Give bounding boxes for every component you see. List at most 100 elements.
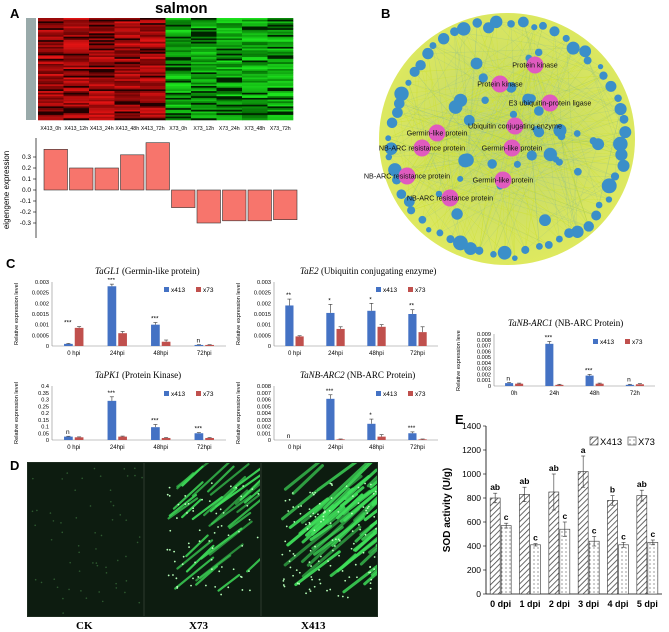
network-node [620,115,629,124]
heatmap-column-label: X413_48h [115,126,139,132]
chart-title-tae2: TaE2 (Ubiquitin conjugating enzyme) [300,266,436,276]
network-node [534,106,544,116]
network-node [574,130,581,137]
fluorescent-spot [205,585,207,587]
eigengene-tick-label: -0.1 [20,198,32,205]
legend-label: x413 [383,287,397,294]
fluorescent-spot [173,551,175,553]
fluorescent-spot [367,507,369,509]
heatmap-cell [242,91,268,93]
photo-background [28,463,143,616]
fluorescent-spot [329,589,331,591]
fluorescent-spot [293,553,295,555]
bar-x413 [626,385,634,386]
network-node [591,211,601,221]
heatmap-cell [242,96,268,98]
network-node [471,58,483,70]
heatmap-cell [64,79,90,81]
fluorescent-spot [228,534,230,536]
speck [110,489,112,491]
significance-label: *** [545,335,553,342]
significance-label: *** [585,367,593,374]
heatmap-cell [166,96,192,98]
speck [102,601,104,603]
heatmap-cell [268,62,294,64]
significance-label: * [369,296,372,303]
network-node [605,81,616,92]
heatmap-cell [140,79,166,81]
bar-X413 [637,496,647,594]
fluorescent-spot [330,565,332,567]
speck [94,532,96,534]
bar-x73 [419,439,427,440]
fluorescent-spot [240,495,242,497]
fluorescent-spot [305,523,307,525]
speck [80,590,82,592]
fluorescent-spot [359,529,361,531]
network-node [521,246,529,254]
heatmap-cell [166,32,192,34]
fluorescent-spot [241,545,243,547]
heatmap-cell [191,62,217,64]
legend-label: x73 [203,287,214,294]
heatmap-cell [268,88,294,90]
heatmap-cell [242,83,268,85]
x-tick-label: 5 dpi [637,599,658,609]
speck [53,520,55,522]
heatmap-cell [64,74,90,76]
heatmap-cell [268,71,294,73]
bar-X73 [589,541,599,594]
fluorescent-spot [309,508,311,510]
network-node [539,22,547,30]
network-node [426,227,431,232]
fluorescent-spot [317,513,319,515]
heatmap-cell [191,113,217,115]
heatmap-column-label: X413_0h [40,126,61,132]
heatmap-cell [89,69,115,71]
bar-x413 [545,344,553,386]
fluorescent-spot [176,517,178,519]
heatmap-cell [140,91,166,93]
network-node [606,196,612,202]
speck [66,472,68,474]
fluorescent-spot [363,552,365,554]
heatmap-cell [64,117,90,119]
fluorescent-spot [182,563,184,565]
heatmap-cell [268,79,294,81]
speck [98,591,100,593]
heatmap-cell [217,71,243,73]
network-hub-label: Ubiquitin conjugating enzyme [468,122,562,131]
heatmap-cell [242,78,268,80]
fluorescent-spot [329,510,331,512]
fluorescent-spot [344,580,346,582]
fluorescent-spot [335,538,337,540]
heatmap-cell [166,117,192,119]
fluorescent-spot [370,582,372,584]
bar-x413 [151,427,160,440]
fluorescent-spot [318,560,320,562]
fluorescent-spot [326,590,328,592]
significance-label: n [627,377,631,384]
fluorescent-spot [347,597,349,599]
network-node [453,236,468,251]
eigengene-bar [44,149,68,190]
fluorescent-spot [351,513,353,515]
fluorescent-spot [221,566,223,568]
heatmap-cell [140,88,166,90]
bar-x413 [408,314,416,346]
x-tick-label: 0 dpi [490,599,511,609]
network-node [507,20,515,28]
panel-label-a: A [10,6,19,21]
fluorescent-spot [351,548,353,550]
heatmap-cell [140,78,166,80]
y-tick-label: 0.1 [41,425,49,431]
fluorescent-spot [292,506,294,508]
eigengene-bar [70,168,94,190]
heatmap-cell [115,71,141,73]
fluorescent-spot [199,529,201,531]
heatmap-cell [64,32,90,34]
heatmap-cell [166,71,192,73]
y-axis-label: Relative expression level [14,283,20,345]
fluorescent-spot [282,580,284,582]
